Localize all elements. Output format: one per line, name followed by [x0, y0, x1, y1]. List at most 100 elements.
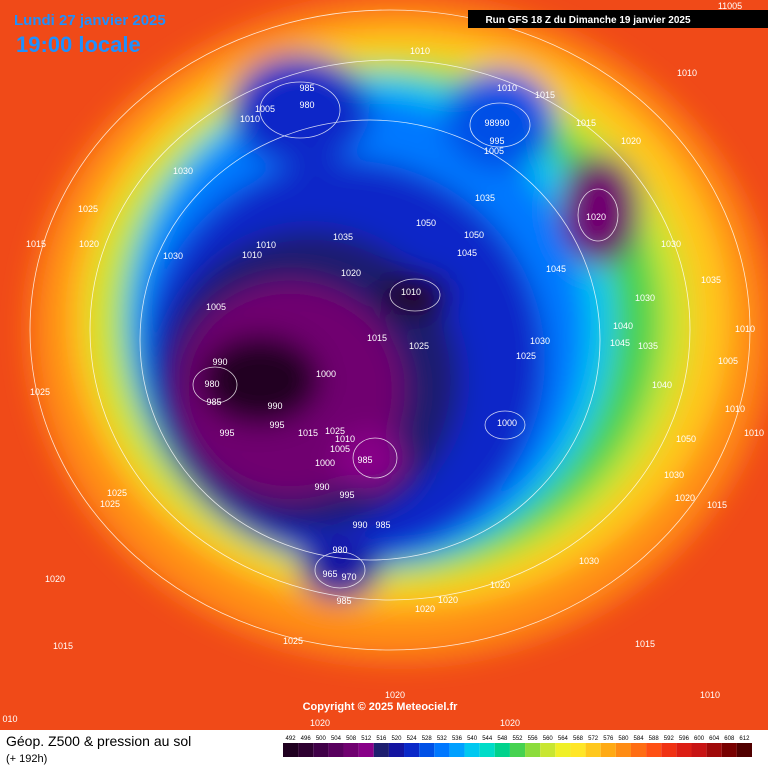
scale-label: 544	[482, 736, 493, 742]
scale-swatch	[479, 743, 495, 757]
isobar-label: 1040	[613, 321, 633, 331]
scale-swatch	[570, 743, 586, 757]
isobar-label: 1035	[701, 275, 721, 285]
scale-label: 584	[634, 736, 645, 742]
run-box	[468, 10, 768, 28]
isobar-label: 985	[299, 83, 314, 93]
isobar-label: 1020	[45, 574, 65, 584]
isobar-label: 990	[267, 401, 282, 411]
scale-label: 604	[709, 736, 720, 742]
scale-swatch	[388, 743, 405, 757]
scale-swatch	[585, 743, 601, 757]
scale-swatch	[661, 743, 677, 757]
isobar-label: 1025	[283, 636, 303, 646]
isobar-label: 995	[339, 490, 354, 500]
isobar-label: 1030	[661, 239, 681, 249]
scale-swatch	[630, 743, 647, 757]
scale-swatch	[419, 743, 435, 757]
isobar-label: 1015	[535, 90, 555, 100]
isobar-label: 1010	[242, 250, 262, 260]
scale-swatch	[706, 743, 722, 757]
scale-swatch	[434, 743, 450, 757]
scale-swatch	[373, 743, 389, 757]
scale-swatch	[540, 743, 556, 757]
isobar-label: 980	[299, 100, 314, 110]
isobar-label: 1020	[490, 580, 510, 590]
isobar-labels: 1010985980100510101010101598990995100510…	[2, 1, 764, 728]
isobar-label: 1025	[100, 499, 120, 509]
scale-swatch	[298, 743, 314, 757]
scale-swatch	[464, 743, 480, 757]
scale-label: 608	[724, 736, 735, 742]
isobar-label: 995	[219, 428, 234, 438]
isobar-label: 1010	[410, 46, 430, 56]
isobar-label: 1045	[610, 338, 630, 348]
isobar-label: 1020	[310, 718, 330, 728]
scale-label: 536	[452, 736, 463, 742]
scale-label: 612	[739, 736, 750, 742]
isobar-label: 1035	[475, 193, 495, 203]
scale-label: 492	[286, 736, 297, 742]
scale-swatch	[283, 743, 299, 757]
isobar-label: 1015	[707, 500, 727, 510]
scale-swatch	[494, 743, 510, 757]
isobar-label: 1025	[107, 488, 127, 498]
isobar-label: 1010	[735, 324, 755, 334]
isobar-label: 98990	[484, 118, 509, 128]
scale-swatch	[691, 743, 707, 757]
isobar-label: 1030	[530, 336, 550, 346]
isobar-label: 1020	[586, 212, 606, 222]
isobar-label: 1025	[30, 387, 50, 397]
isobar-label: 1005	[484, 146, 504, 156]
isobar-label: 1050	[676, 434, 696, 444]
isobar-label: 1010	[401, 287, 421, 297]
scale-swatch	[676, 743, 692, 757]
isobar-label: 1010	[700, 690, 720, 700]
isobar-label: 990	[212, 357, 227, 367]
scale-swatch	[358, 743, 374, 757]
scale-label: 540	[467, 736, 478, 742]
scale-swatch	[555, 743, 571, 757]
isobar-label: 1015	[635, 639, 655, 649]
isobar-label: 980	[204, 379, 219, 389]
isobar-label: 1010	[240, 114, 260, 124]
map-field	[0, 0, 768, 730]
isobar-label: 1025	[516, 351, 536, 361]
scale-label: 564	[558, 736, 569, 742]
isobar-label: 1020	[438, 595, 458, 605]
isobar-label: 995	[489, 136, 504, 146]
isobar-label: 1020	[621, 136, 641, 146]
scale-label: 524	[407, 736, 418, 742]
isobar-label: 1015	[367, 333, 387, 343]
scale-swatch	[646, 743, 662, 757]
isobar-label: 1045	[457, 248, 477, 258]
scale-label: 560	[543, 736, 554, 742]
scale-swatch	[509, 743, 526, 757]
scale-label: 500	[316, 736, 327, 742]
isobar-label: 1020	[79, 239, 99, 249]
scale-label: 580	[618, 736, 629, 742]
isobar-label: 1005	[206, 302, 226, 312]
scale-swatch	[721, 743, 737, 757]
isobar-label: 1015	[53, 641, 73, 651]
time: 19:00 locale	[16, 32, 141, 57]
isobar-label: 1000	[497, 418, 517, 428]
isobar-label: 1030	[635, 293, 655, 303]
run-info: Run GFS 18 Z du Dimanche 19 janvier 2025	[485, 15, 691, 26]
isobar-label: 965	[322, 569, 337, 579]
isobar-label: 1050	[464, 230, 484, 240]
isobar-label: 1030	[664, 470, 684, 480]
date: Lundi 27 janvier 2025	[14, 12, 166, 29]
isobar-label: 1000	[316, 369, 336, 379]
scale-swatch	[600, 743, 616, 757]
isobar-label: 1010	[744, 428, 764, 438]
isobar-label: 1010	[725, 404, 745, 414]
scale-label: 528	[422, 736, 433, 742]
scale-swatch	[328, 743, 344, 757]
scale-label: 496	[301, 736, 312, 742]
isobar-label: 1010	[335, 434, 355, 444]
isobar-label: 1020	[675, 493, 695, 503]
isobar-label: 1035	[333, 232, 353, 242]
isobar-label: 1020	[415, 604, 435, 614]
